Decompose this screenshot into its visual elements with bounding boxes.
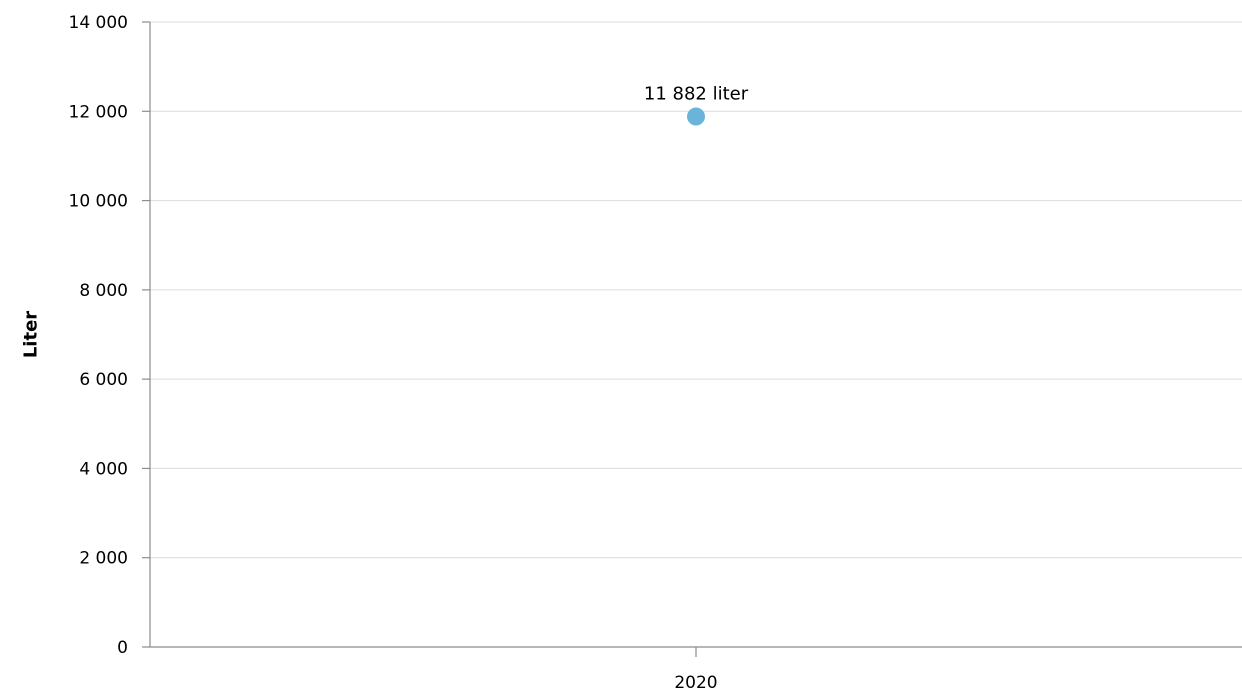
data-point[interactable] <box>687 107 705 126</box>
x-tick-label: 2020 <box>674 673 717 692</box>
y-tick-label: 4 000 <box>79 459 128 479</box>
y-tick-label: 6 000 <box>79 370 128 390</box>
data-label: 11 882 liter <box>644 84 749 105</box>
y-tick-label: 0 <box>117 638 128 658</box>
y-tick-label: 8 000 <box>79 281 128 301</box>
y-tick-label: 14 000 <box>69 13 128 33</box>
y-axis-title: Liter <box>20 311 41 358</box>
x-axis-ticks: 2020 <box>674 647 718 693</box>
y-axis-ticks: 0 2 000 4 000 6 000 8 000 10 000 12 000 14 000 <box>69 13 150 658</box>
data-points: 11 882 liter <box>644 84 749 126</box>
y-tick-label: 12 000 <box>69 102 128 122</box>
y-tick-label: 10 000 <box>69 192 128 212</box>
y-tick-label: 2 000 <box>79 549 128 569</box>
